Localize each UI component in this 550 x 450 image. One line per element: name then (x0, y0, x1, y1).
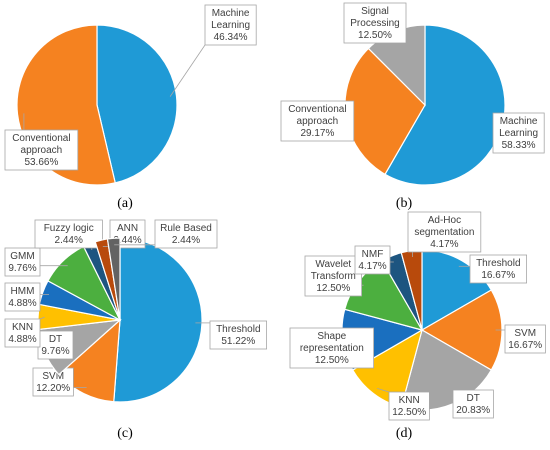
data-label-hmm: HMM 4.88% (8, 286, 36, 309)
data-label-knn: KNN 4.88% (8, 322, 36, 345)
data-label-rule-based: Rule Based 2.44% (160, 223, 212, 246)
data-label-ad-hoc-segmentation: Ad-Hoc segmentation 4.17% (414, 215, 474, 250)
data-label-box (32, 367, 74, 397)
data-label-box (209, 320, 267, 350)
data-label-signal-processing: Signal Processing 12.50% (350, 6, 399, 41)
data-label-dt: DT 20.83% (456, 393, 490, 416)
pie-slice-threshold (113, 237, 203, 403)
data-label-threshold: Threshold 16.67% (476, 258, 520, 281)
pie-panel-d: Threshold 16.67% SVM 16.67% DT 20.83% KNN 12.50… (289, 211, 546, 441)
data-label-gmm: GMM 9.76% (8, 251, 36, 274)
leader-line (377, 388, 390, 393)
data-label-box (388, 391, 430, 421)
data-label-box (354, 245, 391, 275)
data-label-box (289, 327, 374, 369)
pie-panel-b: Machine Learning 58.33% Conventional approac… (280, 2, 545, 211)
pie-panel-c: Threshold 51.22% SVM 12.20% DT 9.76%KNN 4.88% H… (4, 219, 267, 441)
panel-caption: (a) (117, 196, 133, 211)
data-label-box (37, 330, 74, 360)
panel-caption: (d) (396, 426, 413, 441)
data-label-conventional-approach: Conventional approach 29.17% (288, 104, 346, 139)
data-label-knn: KNN 12.50% (392, 395, 426, 418)
panel-caption: (b) (396, 196, 413, 211)
data-label-box (34, 219, 103, 249)
data-label-shape-representation: Shape representation 12.50% (300, 331, 364, 366)
data-label-dt: DT 9.76% (41, 334, 69, 357)
data-label-box (4, 129, 79, 171)
data-label-box (109, 219, 146, 249)
pie-slice-machine-learning (96, 24, 178, 184)
leader-line (39, 316, 45, 320)
data-label-machine-learning: Machine Learning 46.34% (211, 8, 250, 43)
panel-caption: (c) (117, 426, 133, 441)
data-label-box (407, 211, 482, 253)
pie-panel-a: Machine Learning 46.34% Conventional approac… (4, 4, 257, 211)
data-label-box (469, 254, 527, 284)
data-label-box (452, 389, 494, 419)
data-label-box (280, 100, 355, 142)
data-label-box (492, 112, 545, 154)
data-label-box (154, 219, 218, 249)
data-label-box (504, 324, 546, 354)
data-label-box (4, 318, 41, 348)
data-label-box (304, 255, 362, 297)
data-label-conventional-approach: Conventional approach 53.66% (12, 133, 70, 168)
data-label-box (204, 4, 257, 46)
data-label-box (4, 247, 41, 277)
leader-line (169, 44, 206, 97)
data-label-box (4, 282, 41, 312)
data-label-wavelet-transform: Wavelet Transform 12.50% (311, 259, 356, 294)
data-label-nmf: NMF 4.17% (358, 249, 386, 272)
pie-slice-rule-based (106, 237, 121, 321)
data-label-ann: ANN 2.44% (113, 223, 141, 246)
data-label-threshold: Threshold 51.22% (216, 324, 260, 347)
data-label-svm: SVM 12.20% (36, 371, 70, 394)
data-label-box (343, 2, 407, 44)
data-label-svm: SVM 16.67% (508, 328, 542, 351)
data-label-machine-learning: Machine Learning 58.33% (499, 116, 538, 151)
data-label-fuzzy-logic: Fuzzy logic 2.44% (44, 223, 94, 246)
